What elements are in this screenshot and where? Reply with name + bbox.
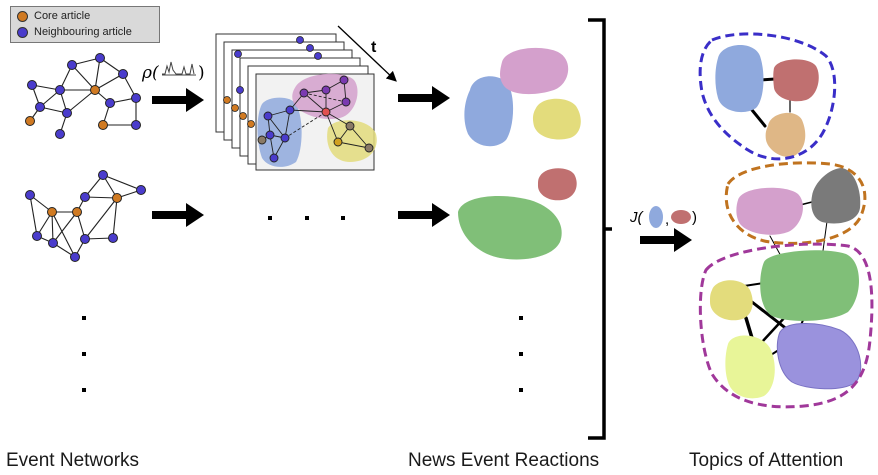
cluster-blue-outline [698, 32, 837, 161]
vertical-ellipsis-reactions [519, 316, 523, 392]
event-network-2 [29, 174, 142, 258]
reaction-green-blob [458, 196, 562, 260]
jaccard-label: J( [629, 209, 645, 226]
arrow-network2-to-ellipsis [152, 203, 204, 227]
jaccard-close: ) [692, 209, 697, 226]
caption-news-event-reactions: News Event Reactions [408, 450, 600, 471]
rho-label: ρ( [141, 63, 159, 83]
cluster-orange-outline [724, 161, 867, 245]
topic-green-blob [760, 250, 859, 321]
back-frame-nodes [223, 36, 322, 128]
grouping-bracket [588, 18, 612, 440]
neighbouring-article-dot-icon [17, 26, 28, 38]
legend-core-row: Core article [17, 8, 159, 24]
cluster-magenta-outline [698, 242, 874, 409]
caption-topics-of-attention: Topics of Attention [689, 450, 844, 471]
arrow-frames-to-reactions [398, 86, 450, 110]
frame-pink-region [292, 73, 358, 120]
event-network-2-nodes [25, 170, 146, 262]
reaction-yellow-blob [532, 98, 581, 140]
rho-close-label: ) [198, 63, 205, 83]
reaction-pink-blob [500, 47, 569, 95]
arrow-row2-to-reactions [398, 203, 450, 227]
reaction-red-blob [538, 168, 577, 201]
arrow-to-topics [640, 228, 692, 252]
topic-red-blob [773, 59, 819, 102]
jaccard-blue-blob-icon [649, 206, 663, 228]
front-frame-nodes [257, 75, 374, 163]
frame-blue-region [257, 97, 302, 167]
topic-lime-blob [725, 335, 775, 399]
event-network-1 [29, 57, 137, 135]
vertical-ellipsis-networks [82, 316, 86, 392]
arrow-network1-to-frames [152, 88, 204, 112]
caption-event-networks: Event Networks [6, 450, 140, 471]
legend-neighbour-row: Neighbouring article [17, 24, 159, 40]
frame-yellow-region [327, 120, 377, 162]
time-arrow [337, 25, 397, 82]
time-label: t [371, 39, 377, 56]
jaccard-comma: , [665, 211, 669, 228]
event-network-1-nodes [25, 53, 141, 139]
legend-neighbour-label: Neighbouring article [34, 26, 132, 38]
topic-blue-blob [715, 44, 764, 113]
reaction-blue-blob [464, 76, 514, 147]
rho-sparkline-icon [162, 61, 196, 76]
topic-gray-blob [811, 168, 861, 224]
legend-core-label: Core article [34, 10, 91, 22]
topic-yellow-blob [710, 280, 753, 321]
jaccard-red-blob-icon [671, 210, 691, 224]
core-article-dot-icon [17, 10, 28, 22]
topic-purple-blob [776, 323, 862, 390]
front-frame-dashed-edges [284, 92, 347, 139]
horizontal-ellipsis-frames [268, 216, 345, 220]
topic-pink-blob [736, 187, 803, 235]
topic-tan-blob [765, 112, 806, 157]
legend: Core article Neighbouring article [10, 6, 160, 43]
